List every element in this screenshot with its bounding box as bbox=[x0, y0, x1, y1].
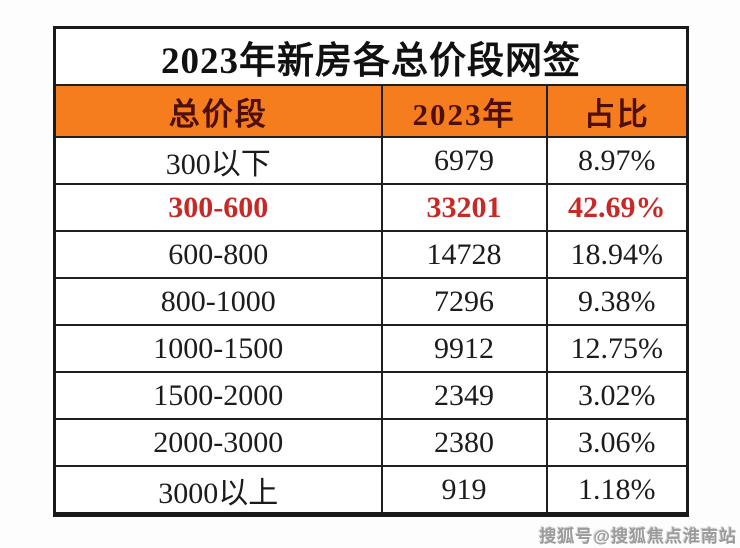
count-cell: 14728 bbox=[380, 230, 548, 279]
column-header-year: 2023年 bbox=[380, 84, 548, 138]
segment-cell: 1000-1500 bbox=[53, 324, 383, 373]
segment-cell: 300以下 bbox=[53, 136, 383, 185]
table-title-row: 2023年新房各总价段网签 bbox=[53, 26, 689, 86]
share-cell: 42.69% bbox=[545, 183, 689, 232]
segment-cell: 800-1000 bbox=[53, 277, 383, 326]
share-cell: 3.06% bbox=[545, 418, 689, 467]
table-header-row: 总价段 2023年 占比 bbox=[53, 84, 689, 138]
table-row: 300以下 6979 8.97% bbox=[53, 136, 689, 185]
column-header-segment: 总价段 bbox=[53, 84, 383, 138]
table-row: 800-1000 7296 9.38% bbox=[53, 277, 689, 326]
count-cell: 7296 bbox=[380, 277, 548, 326]
segment-cell: 300-600 bbox=[53, 183, 383, 232]
table-row: 3000以上 919 1.18% bbox=[53, 465, 689, 516]
share-cell: 3.02% bbox=[545, 371, 689, 420]
count-cell: 9912 bbox=[380, 324, 548, 373]
segment-cell: 600-800 bbox=[53, 230, 383, 279]
count-cell: 6979 bbox=[380, 136, 548, 185]
count-cell: 2349 bbox=[380, 371, 548, 420]
sohu-watermark: 搜狐号@搜狐焦点淮南站 bbox=[539, 527, 737, 546]
price-table-container: 2023年新房各总价段网签 总价段 2023年 占比 300以下 6979 8.… bbox=[53, 26, 689, 517]
segment-cell: 2000-3000 bbox=[53, 418, 383, 467]
segment-cell: 1500-2000 bbox=[53, 371, 383, 420]
share-cell: 8.97% bbox=[545, 136, 689, 185]
column-header-share: 占比 bbox=[545, 84, 689, 138]
table-row: 600-800 14728 18.94% bbox=[53, 230, 689, 279]
count-cell: 33201 bbox=[380, 183, 548, 232]
segment-cell: 3000以上 bbox=[53, 465, 383, 516]
share-cell: 18.94% bbox=[545, 230, 689, 279]
table-row-highlighted: 300-600 33201 42.69% bbox=[53, 183, 689, 232]
count-cell: 2380 bbox=[380, 418, 548, 467]
count-cell: 919 bbox=[380, 465, 548, 516]
table-title: 2023年新房各总价段网签 bbox=[53, 26, 689, 86]
table-row: 2000-3000 2380 3.06% bbox=[53, 418, 689, 467]
table-row: 1000-1500 9912 12.75% bbox=[53, 324, 689, 373]
share-cell: 1.18% bbox=[545, 465, 689, 516]
price-segment-table: 2023年新房各总价段网签 总价段 2023年 占比 300以下 6979 8.… bbox=[53, 26, 689, 517]
table-row: 1500-2000 2349 3.02% bbox=[53, 371, 689, 420]
share-cell: 12.75% bbox=[545, 324, 689, 373]
share-cell: 9.38% bbox=[545, 277, 689, 326]
